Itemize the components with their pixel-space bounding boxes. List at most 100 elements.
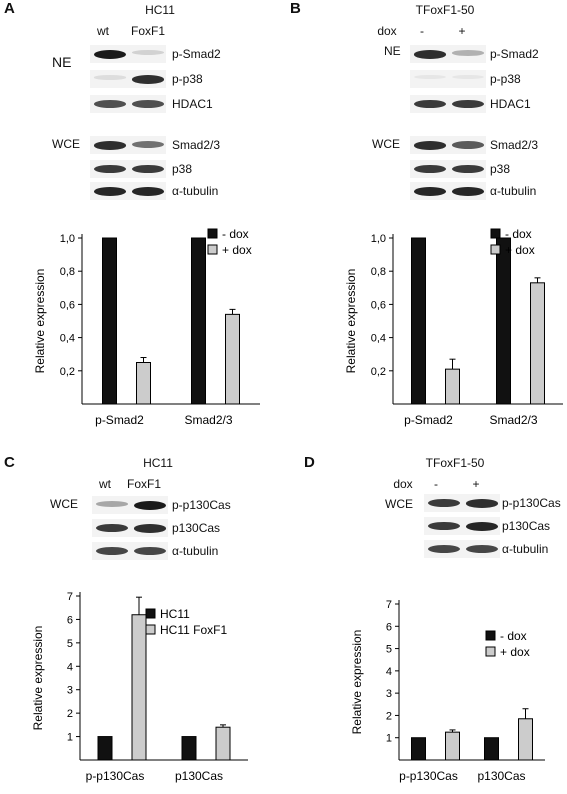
x-tick-label: p-p130Cas	[86, 769, 145, 783]
bar	[131, 614, 147, 761]
bar	[445, 368, 460, 405]
bar	[102, 237, 117, 405]
blot-strip	[410, 160, 486, 178]
blot-band	[94, 165, 126, 174]
blot-strip	[92, 542, 168, 560]
dox-label: dox	[393, 477, 413, 491]
blot-band	[134, 524, 166, 533]
x-tick-label: p-Smad2	[404, 413, 453, 427]
blot-title: TFoxF1-50	[415, 3, 475, 17]
bar	[215, 726, 231, 761]
y-tick-label: 0,2	[371, 366, 386, 378]
panel-label: C	[4, 454, 15, 471]
lane-label: -	[420, 24, 424, 38]
y-tick-label: 1,0	[60, 233, 75, 245]
y-tick-label: 1,0	[371, 233, 386, 245]
blot-strip	[92, 519, 168, 537]
blot-label: p-Smad2	[490, 47, 539, 61]
y-axis-label: Relative expression	[33, 269, 47, 374]
blot-band	[452, 187, 484, 196]
y-axis-label: Relative expression	[350, 630, 364, 735]
legend-label: + dox	[505, 243, 535, 257]
blot-band	[94, 187, 126, 196]
bar	[518, 718, 533, 761]
y-tick-label: 3	[67, 685, 73, 697]
bar	[97, 736, 113, 761]
blot-band	[132, 141, 164, 148]
legend-label: - dox	[505, 227, 532, 241]
y-tick-label: 0,8	[60, 266, 75, 278]
legend-label: + dox	[500, 645, 530, 659]
bar	[530, 282, 545, 405]
blot-band	[452, 100, 484, 109]
blot-label: p130Cas	[172, 521, 221, 535]
x-tick-label: p-Smad2	[95, 413, 144, 427]
x-tick-label: p-p130Cas	[399, 769, 458, 783]
y-tick-label: 5	[67, 638, 73, 650]
legend-swatch	[207, 244, 218, 255]
bar	[411, 737, 426, 761]
blot-label: p-Smad2	[172, 47, 221, 61]
bar	[445, 731, 460, 761]
blot-label: p-p130Cas	[502, 496, 561, 510]
blot-title: HC11	[145, 3, 175, 17]
bar	[191, 237, 206, 405]
lane-label: FoxF1	[126, 477, 161, 491]
blot-band	[452, 75, 484, 80]
blot-band	[94, 50, 126, 59]
blot-band	[96, 501, 128, 507]
blot-title: TFoxF1-50	[425, 456, 485, 470]
y-tick-label: 6	[67, 614, 73, 626]
y-tick-label: 0,8	[371, 266, 386, 278]
blot-label: α-tubulin	[172, 544, 219, 558]
y-tick-label: 4	[386, 666, 392, 678]
legend-swatch	[485, 646, 496, 657]
blot-strip	[424, 540, 500, 558]
y-tick-label: 2	[386, 710, 392, 722]
blot-band	[452, 141, 484, 149]
blot-band	[94, 141, 126, 150]
x-tick-label: p130Cas	[175, 769, 223, 783]
legend-swatch	[485, 630, 496, 641]
y-tick-label: 1	[386, 733, 392, 745]
blot-band	[466, 522, 498, 531]
blot-band	[132, 50, 164, 55]
blot-label: Smad2/3	[490, 138, 539, 152]
blot-band	[132, 75, 164, 84]
blot-label: p-p130Cas	[172, 498, 231, 512]
blot-band	[466, 545, 498, 553]
bar	[136, 362, 151, 405]
y-tick-label: 0,6	[60, 299, 75, 311]
blot-band	[414, 100, 446, 109]
x-tick-label: Smad2/3	[489, 413, 537, 427]
legend-label: - dox	[222, 227, 249, 241]
legend-swatch	[145, 608, 156, 619]
lane-label: +	[472, 477, 480, 491]
lane-label: FoxF1	[130, 24, 165, 38]
legend-label: HC11	[160, 607, 190, 621]
lane-label: wt	[99, 477, 111, 491]
bar	[225, 313, 240, 405]
legend-swatch	[145, 624, 156, 635]
y-tick-label: 3	[386, 688, 392, 700]
y-tick-label: 7	[67, 591, 73, 603]
bar-chart-C: 1 2 3 4 5 6 7 Relative expression p-p130Cas p130C…	[31, 591, 248, 783]
blot-band	[134, 547, 166, 555]
group-label: WCE	[50, 497, 78, 511]
blot-label: HDAC1	[172, 97, 213, 111]
blot-band	[134, 501, 166, 510]
blot-strip	[410, 95, 486, 113]
y-tick-label: 5	[386, 644, 392, 656]
y-tick-label: 6	[386, 621, 392, 633]
blot-label: α-tubulin	[490, 184, 537, 198]
blot-band	[428, 545, 460, 553]
blot-strip	[90, 95, 166, 113]
dox-label: dox	[377, 24, 397, 38]
y-tick-label: 1	[67, 732, 73, 744]
blot-band	[414, 187, 446, 196]
blot-label: α-tubulin	[172, 184, 219, 198]
x-tick-label: p130Cas	[477, 769, 525, 783]
blot-band	[96, 524, 128, 533]
blot-band	[414, 50, 446, 59]
blot-label: p130Cas	[502, 519, 551, 533]
